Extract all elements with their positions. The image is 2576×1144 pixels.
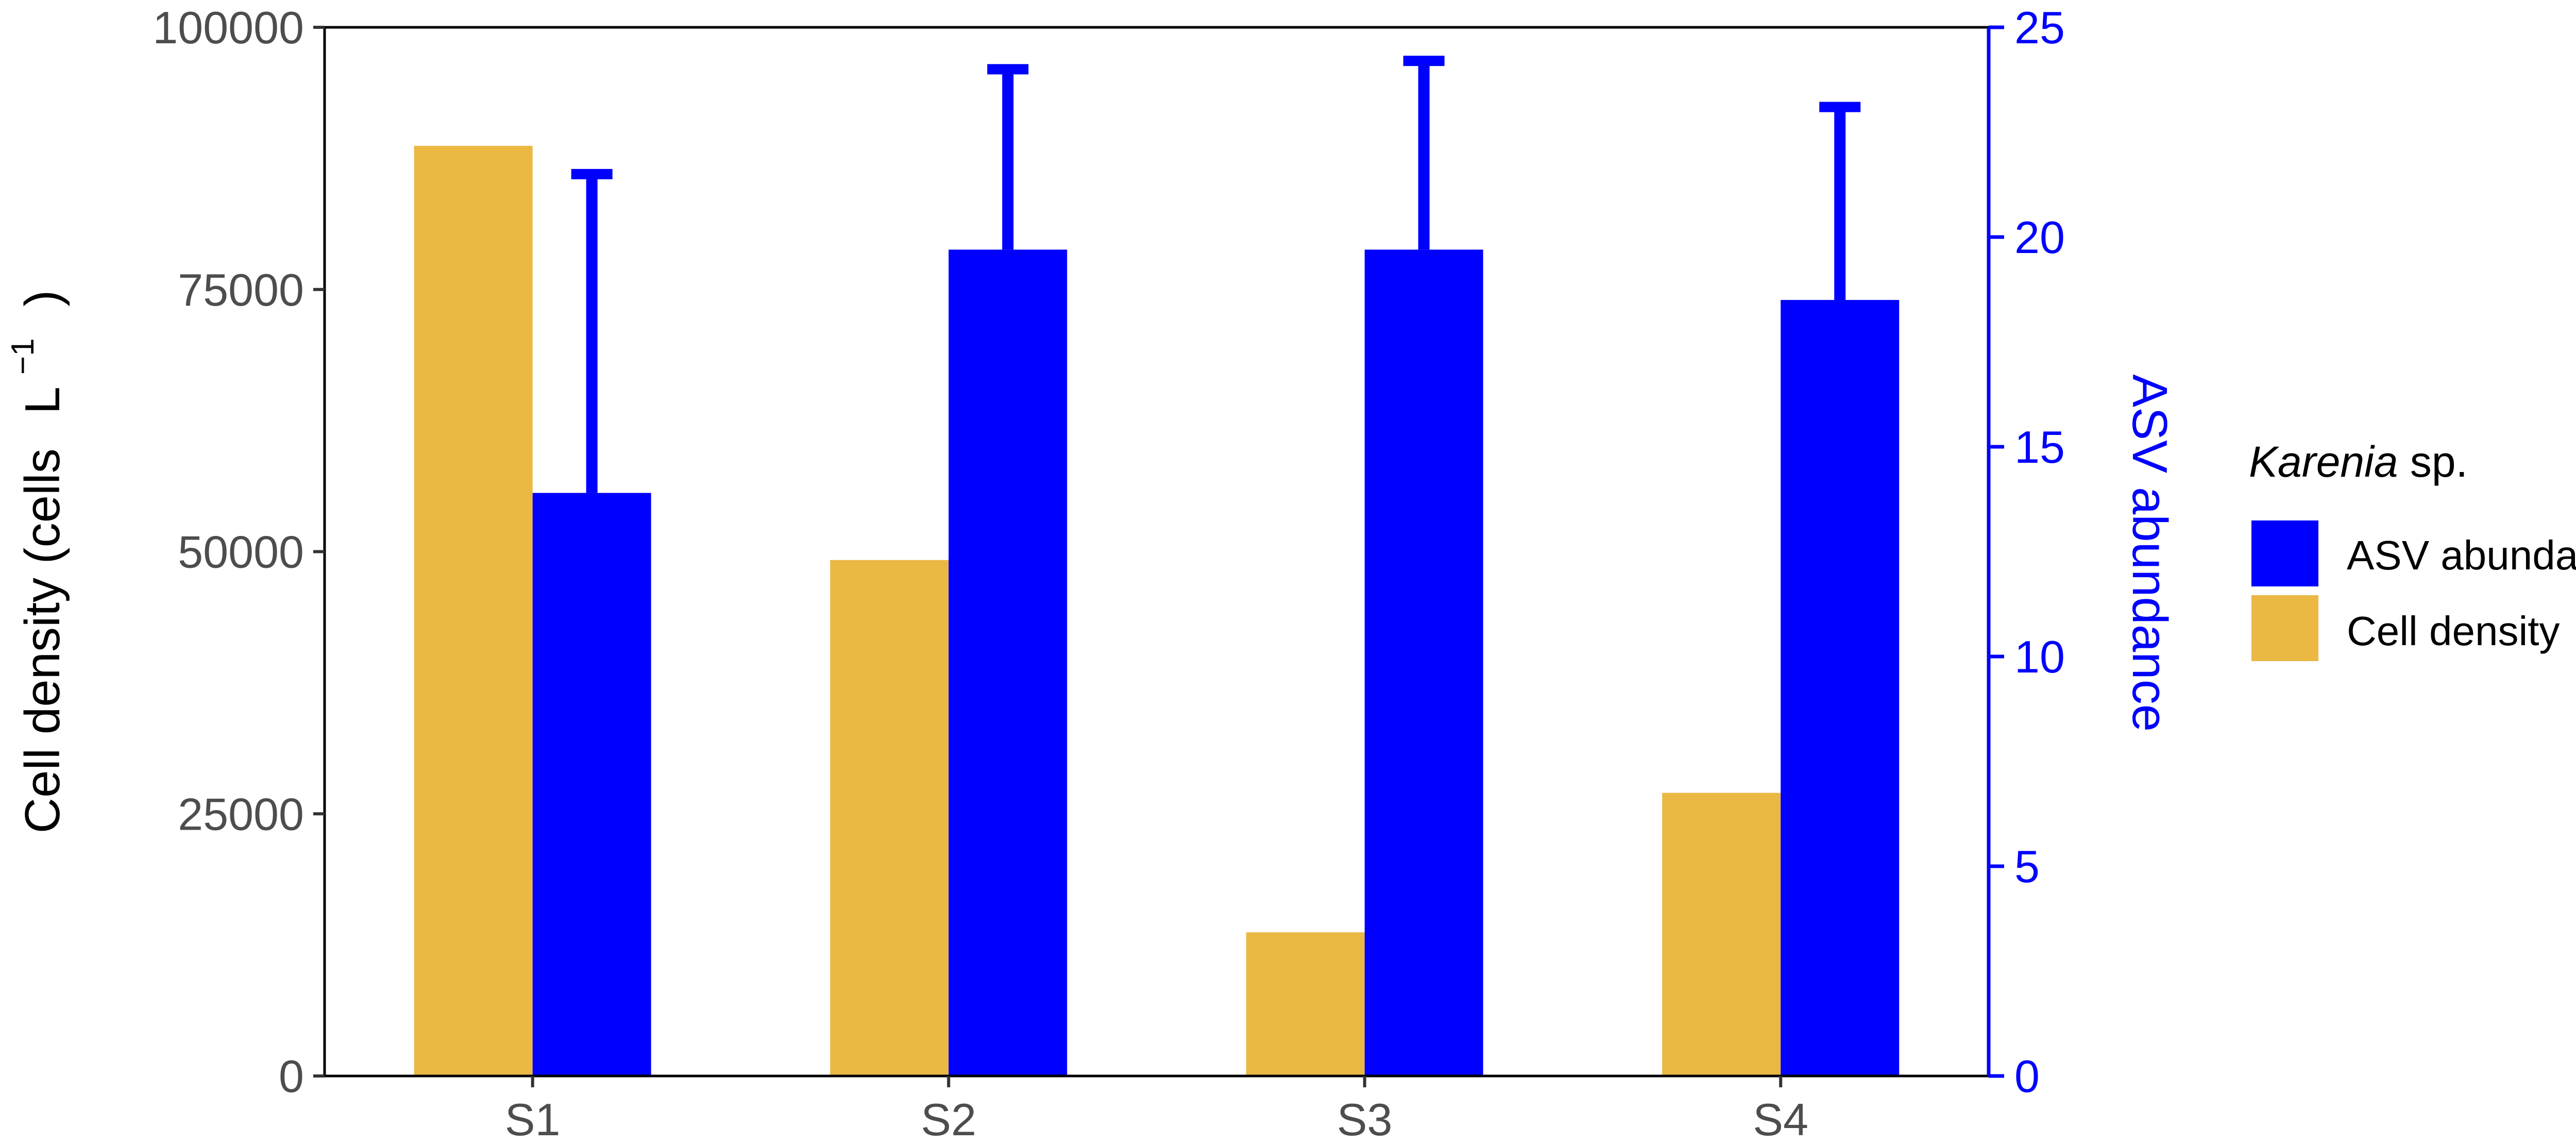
bar-asv-abundance-s2 [948,249,1067,1076]
x-tick-label-s2: S2 [921,1094,976,1144]
ticks-group: S1 S2 S3 S4 0 25000 50000 75000 100000 0 5 10 15 20 25 [152,2,2065,1144]
y-left-tick-label-2: 50000 [178,527,304,578]
legend-title: Karenia sp. [2249,438,2468,486]
legend-label-asv: ASV abundance [2347,532,2576,578]
x-tick-label-s4: S4 [1753,1094,1808,1144]
y-left-tick-label-1: 25000 [178,788,304,839]
bar-asv-abundance-s4 [1781,300,1900,1076]
y-right-tick-label-2: 10 [2014,631,2065,682]
bar-cell-density-s1 [414,145,533,1076]
y-left-tick-label-4: 100000 [152,2,304,53]
y-left-tick-label-0: 0 [279,1051,304,1102]
bars-group [414,145,1900,1076]
y-left-label-unit: L [15,388,70,414]
y-left-tick-label-3: 75000 [178,264,304,315]
x-tick-label-s1: S1 [505,1094,561,1144]
bar-cell-density-s4 [1662,793,1781,1076]
y-left-label-main: Cell density (cells [15,448,70,833]
y-right-tick-label-5: 25 [2014,2,2065,53]
bar-asv-abundance-s3 [1364,249,1483,1076]
legend-swatch-cell [2251,595,2318,661]
legend-swatch-asv [2251,520,2318,586]
bar-cell-density-s3 [1246,932,1365,1076]
y-right-tick-label-3: 15 [2014,422,2065,473]
legend-title-italic: Karenia [2249,438,2398,486]
bar-cell-density-s2 [830,560,949,1076]
y-right-axis-title: ASV abundance [2122,374,2177,732]
y-left-label-close: ) [15,290,70,307]
bar-asv-abundance-s1 [532,493,651,1076]
legend-label-cell: Cell density [2347,608,2560,654]
y-left-label-exp: −1 [5,338,41,375]
y-right-tick-label-4: 20 [2014,212,2065,263]
x-tick-label-s3: S3 [1337,1094,1393,1144]
legend-title-rest: sp. [2398,438,2468,486]
y-right-tick-label-0: 0 [2014,1051,2040,1102]
legend: Karenia sp. ASV abundance Cell density [2249,438,2576,661]
error-bars-group [571,56,1861,493]
y-left-axis-title: Cell density (cells L −1 ) [0,290,70,833]
y-right-tick-label-1: 5 [2014,841,2040,892]
